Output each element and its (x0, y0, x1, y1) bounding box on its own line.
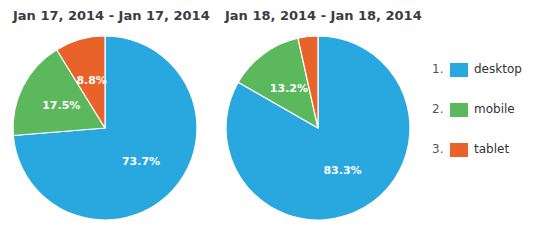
svg-text:Jan 18, 2014 - Jan 18, 2014: Jan 18, 2014 - Jan 18, 2014 (224, 8, 422, 23)
svg-text:73.7%: 73.7% (122, 155, 160, 168)
svg-text:2.: 2. (432, 102, 443, 116)
svg-text:83.3%: 83.3% (323, 164, 361, 177)
svg-text:tablet: tablet (474, 142, 509, 156)
svg-text:mobile: mobile (474, 102, 515, 116)
svg-text:13.2%: 13.2% (270, 82, 308, 95)
svg-text:3.: 3. (432, 142, 443, 156)
svg-text:8.8%: 8.8% (76, 74, 107, 87)
svg-text:Jan 17, 2014 - Jan 17, 2014: Jan 17, 2014 - Jan 17, 2014 (12, 8, 210, 23)
svg-text:desktop: desktop (474, 62, 522, 76)
svg-text:17.5%: 17.5% (42, 99, 80, 112)
svg-text:1.: 1. (432, 62, 443, 76)
